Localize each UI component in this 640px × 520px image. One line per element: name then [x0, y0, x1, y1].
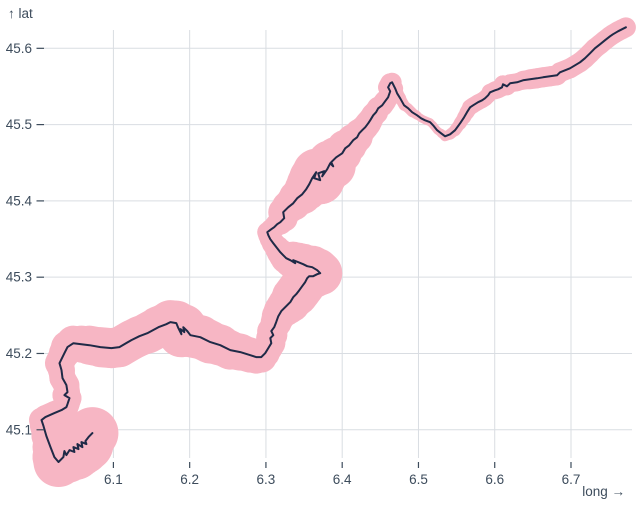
grid-layer — [44, 30, 632, 458]
x-tick-label: 6.3 — [257, 472, 276, 487]
x-tick-label: 6.4 — [333, 472, 352, 487]
x-tick-label: 6.2 — [180, 472, 199, 487]
y-tick-label: 45.2 — [6, 346, 32, 361]
x-tick-label: 6.6 — [485, 472, 504, 487]
track-layer — [40, 26, 627, 463]
y-axis-label: ↑ lat — [8, 6, 33, 21]
x-tick-label: 6.1 — [104, 472, 123, 487]
track-line — [40, 26, 627, 463]
y-tick-label: 45.4 — [6, 193, 33, 208]
x-axis-label: long → — [582, 484, 625, 499]
y-tick-label: 45.6 — [6, 41, 32, 56]
x-tick-label: 6.5 — [409, 472, 428, 487]
axes-layer: 45.1 45.2 45.3 45.4 45.5 45.6 6.1 6.2 6.3 6.4 6.5 6… — [6, 41, 581, 487]
x-tick-label: 6.7 — [562, 472, 581, 487]
highlight-band-layer — [28, 17, 636, 488]
y-tick-label: 45.1 — [6, 422, 32, 437]
y-tick-label: 45.3 — [6, 270, 32, 285]
y-tick-label: 45.5 — [6, 117, 32, 132]
